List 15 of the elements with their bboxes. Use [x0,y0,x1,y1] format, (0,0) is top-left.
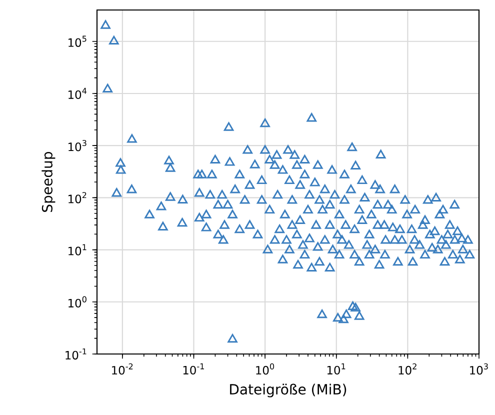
x-tick-label: 10$^{-2}$ [112,363,133,375]
y-axis-title: Speedup [42,152,56,212]
x-tick-label: 10$^{1}$ [327,363,346,374]
x-axis-title: Dateigröße (MiB) [230,384,346,398]
x-tick-label: 10$^{0}$ [256,363,274,375]
x-tick-label: 10$^{3}$ [470,363,488,375]
y-tick-label: 10$^{5}$ [68,36,86,47]
x-tick-label: 10$^{2}$ [398,363,416,375]
y-tick-label: 10$^{0}$ [68,296,86,308]
y-tick-label: 10$^{4}$ [68,88,87,100]
x-tick-label: 10$^{-1}$ [183,363,204,374]
y-tick-label: 10$^{3}$ [68,140,86,152]
y-tick-label: 10$^{-1}$ [66,348,86,360]
y-tick-label: 10$^{1}$ [68,244,86,256]
y-tick-label: 10$^{2}$ [68,192,86,204]
